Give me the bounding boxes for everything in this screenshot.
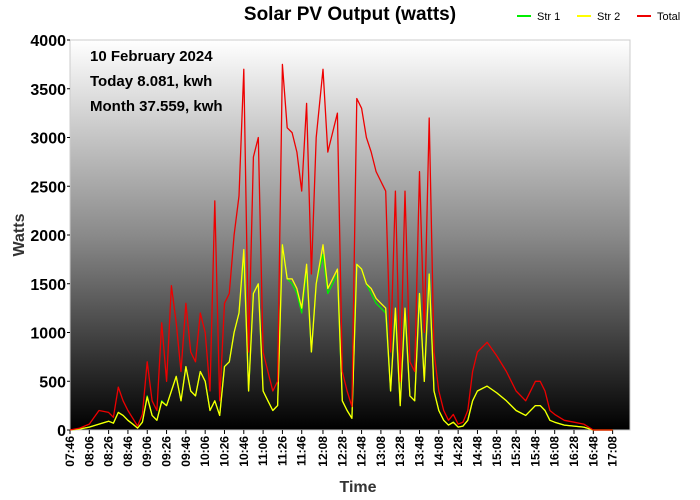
x-tick-label: 15:48 (528, 436, 542, 467)
legend-label-total: Total (657, 11, 680, 23)
y-tick-label: 3500 (30, 82, 66, 99)
x-tick-label: 15:28 (509, 436, 523, 467)
legend-label-str1: Str 1 (537, 11, 560, 23)
x-tick-label: 08:46 (121, 436, 135, 467)
y-axis: 0 500 1000 1500 2000 2500 3000 3500 4000 (30, 33, 70, 440)
x-tick-label: 10:06 (198, 436, 212, 467)
x-tick-label: 12:48 (355, 436, 369, 467)
y-tick-label: 2500 (30, 179, 66, 196)
y-tick-label: 0 (57, 423, 66, 440)
plot-area (69, 39, 631, 431)
annotation-today-kwh: Today 8.081, kwh (90, 73, 212, 90)
x-tick-label: 08:26 (102, 436, 116, 467)
annotation-month-kwh: Month 37.559, kwh (90, 98, 223, 115)
series-line-str2 (69, 244, 613, 431)
x-tick-label: 16:48 (586, 436, 600, 467)
x-tick-label: 07:46 (63, 436, 77, 467)
x-tick-label: 13:28 (393, 436, 407, 467)
x-tick-label: 14:48 (470, 436, 484, 467)
annotation-date: 10 February 2024 (90, 48, 213, 65)
x-tick-label: 12:28 (335, 436, 349, 467)
x-tick-label: 10:46 (237, 436, 251, 467)
y-tick-label: 2000 (30, 228, 66, 245)
x-axis: 07:46 08:06 08:26 08:46 09:06 09:26 09:46 10:06… (63, 430, 620, 467)
x-tick-label: 12:08 (316, 436, 330, 467)
x-tick-label: 16:28 (567, 436, 581, 467)
series-layer (69, 63, 613, 431)
y-tick-label: 1000 (30, 326, 66, 343)
x-tick-label: 09:46 (179, 436, 193, 467)
x-tick-label: 09:26 (160, 436, 174, 467)
legend-label-str2: Str 2 (597, 11, 620, 23)
chart-title: Solar PV Output (watts) (244, 4, 456, 25)
x-axis-label: Time (339, 479, 376, 496)
legend: Str 1 Str 2 Total (517, 11, 680, 23)
y-tick-label: 1500 (30, 277, 66, 294)
x-tick-label: 10:26 (217, 436, 231, 467)
y-tick-label: 500 (39, 374, 66, 391)
y-axis-label: Watts (11, 213, 28, 256)
x-tick-label: 11:06 (256, 436, 270, 466)
x-tick-label: 15:08 (490, 436, 504, 467)
x-tick-label: 13:48 (413, 436, 427, 467)
x-tick-label: 16:08 (548, 436, 562, 467)
series-line-total (69, 63, 613, 431)
x-tick-label: 11:46 (295, 436, 309, 466)
x-tick-label: 13:08 (374, 436, 388, 467)
x-tick-label: 17:08 (606, 436, 620, 467)
x-tick-label: 08:06 (82, 436, 96, 467)
x-tick-label: 14:08 (432, 436, 446, 467)
x-tick-label: 14:28 (451, 436, 465, 467)
x-tick-label: 11:26 (275, 436, 289, 466)
y-tick-label: 4000 (30, 33, 66, 50)
x-tick-label: 09:06 (140, 436, 154, 467)
y-tick-label: 3000 (30, 131, 66, 148)
